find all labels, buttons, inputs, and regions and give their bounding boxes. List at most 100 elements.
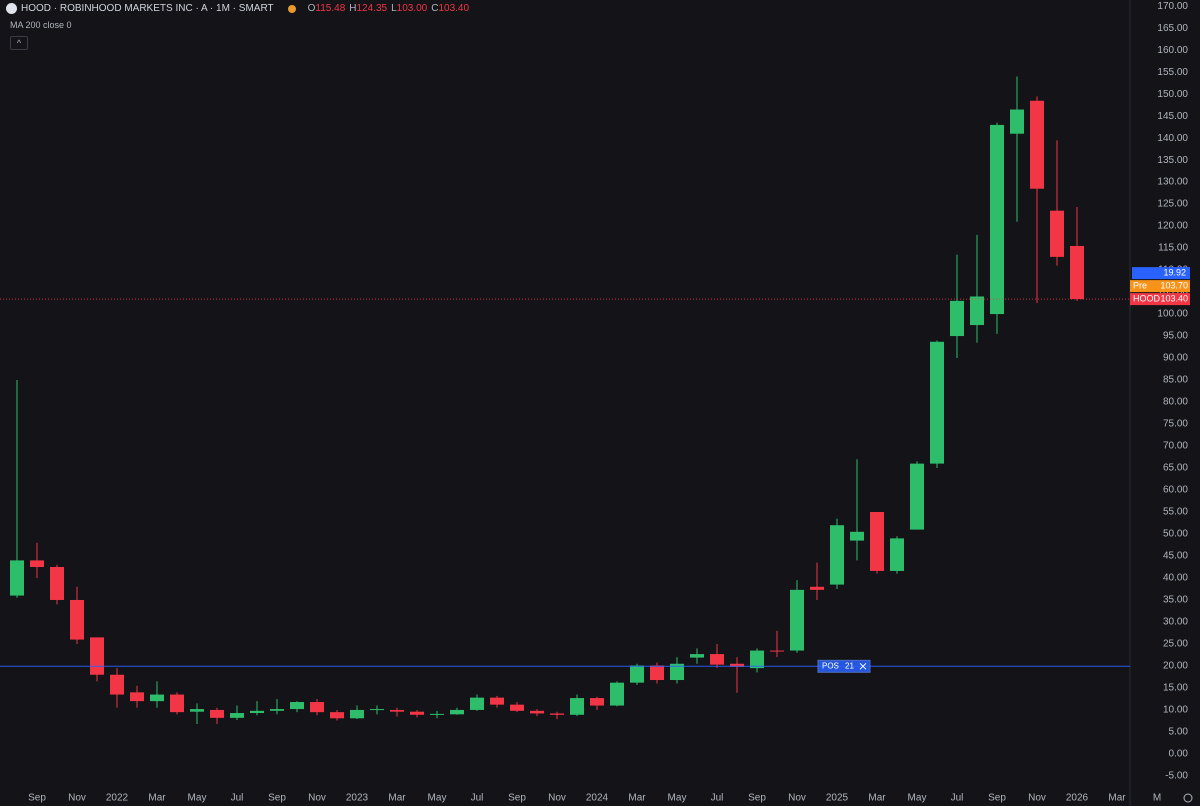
x-tick-label: Mar xyxy=(1108,793,1126,804)
candle-body xyxy=(850,531,864,541)
candle-body xyxy=(130,692,144,702)
candle-body xyxy=(530,710,544,714)
y-tick-label: 105.00 xyxy=(1157,287,1188,298)
candle-body xyxy=(910,463,924,530)
y-tick-label: 140.00 xyxy=(1157,133,1188,144)
position-name: POS xyxy=(822,661,839,670)
symbol-logo xyxy=(6,3,17,14)
candle-body xyxy=(230,713,244,718)
y-tick-label: 35.00 xyxy=(1163,595,1188,606)
position-quantity: 21 xyxy=(845,661,854,670)
candle-body xyxy=(330,712,344,719)
x-tick-label: May xyxy=(428,793,447,804)
candle-body xyxy=(930,341,944,464)
y-tick-label: 135.00 xyxy=(1157,155,1188,166)
y-tick-label: 90.00 xyxy=(1163,353,1188,364)
price-label-value: 103.70 xyxy=(1160,280,1188,290)
candle-body xyxy=(750,650,764,669)
x-tick-label: Jul xyxy=(471,793,484,804)
x-tick-label: Mar xyxy=(148,793,166,804)
y-tick-label: 5.00 xyxy=(1169,727,1189,738)
price-label-bg xyxy=(1130,280,1190,293)
x-tick-label: Sep xyxy=(28,793,46,804)
candle-body xyxy=(610,682,624,706)
y-tick-label: 125.00 xyxy=(1157,199,1188,210)
price-label-bg xyxy=(1132,267,1190,280)
y-tick-label: 65.00 xyxy=(1163,463,1188,474)
candle-body xyxy=(170,694,184,713)
candle-body xyxy=(670,663,684,681)
ohlc-key: O xyxy=(307,3,316,14)
y-tick-label: 145.00 xyxy=(1157,111,1188,122)
candle-body xyxy=(1050,210,1064,257)
settings-button[interactable] xyxy=(1183,793,1193,803)
candle-body xyxy=(70,599,84,640)
x-tick-label: Sep xyxy=(268,793,286,804)
x-tick-label: 2022 xyxy=(106,793,129,804)
candle-body xyxy=(10,560,24,596)
y-tick-label: 130.00 xyxy=(1157,177,1188,188)
study-label[interactable]: MA 200 close 0 xyxy=(10,20,72,30)
candle-body xyxy=(870,512,884,571)
x-tick-label: 2024 xyxy=(586,793,609,804)
x-tick-label: Jul xyxy=(231,793,244,804)
candle-body xyxy=(890,538,904,571)
candle-body xyxy=(470,697,484,710)
candle-body xyxy=(490,697,504,705)
candle-body xyxy=(970,296,984,326)
x-tick-label: Mar xyxy=(628,793,646,804)
candle-body xyxy=(810,586,824,590)
y-tick-label: 95.00 xyxy=(1163,331,1188,342)
candle-body xyxy=(450,709,464,715)
symbol-title: HOOD · ROBINHOOD MARKETS INC · A · 1M · … xyxy=(21,3,274,14)
y-tick-label: 70.00 xyxy=(1163,441,1188,452)
candle-body xyxy=(950,300,964,337)
candle-body xyxy=(1070,245,1084,300)
x-tick-label: Sep xyxy=(508,793,526,804)
y-tick-label: 170.00 xyxy=(1157,1,1188,12)
ohlc-value: 103.00 xyxy=(396,3,428,14)
ohlc-key: L xyxy=(391,3,397,14)
y-tick-label: 25.00 xyxy=(1163,639,1188,650)
y-tick-label: -5.00 xyxy=(1165,771,1188,782)
candle-body xyxy=(50,566,64,600)
y-tick-label: 30.00 xyxy=(1163,617,1188,628)
ohlc-value: 103.40 xyxy=(438,3,470,14)
candle-body xyxy=(30,560,44,567)
candle-body xyxy=(350,709,364,719)
candle-body xyxy=(370,709,384,711)
candle-body xyxy=(510,704,524,711)
x-tick-label: Nov xyxy=(548,793,566,804)
y-tick-label: 55.00 xyxy=(1163,507,1188,518)
candle-body xyxy=(650,665,664,681)
x-tick-label: Nov xyxy=(308,793,326,804)
y-tick-label: 40.00 xyxy=(1163,573,1188,584)
candle-body xyxy=(830,525,844,585)
legend-header: HOOD · ROBINHOOD MARKETS INC · A · 1M · … xyxy=(6,3,473,14)
position-close[interactable] xyxy=(859,662,867,670)
price-label-value: 103.40 xyxy=(1160,293,1188,303)
x-tick-label: Sep xyxy=(748,793,766,804)
candle-body xyxy=(390,709,404,712)
ohlc-key: H xyxy=(349,3,357,14)
x-tick-label: May xyxy=(188,793,207,804)
y-tick-label: 15.00 xyxy=(1163,683,1188,694)
ohlc-value: 124.35 xyxy=(356,3,388,14)
market-status-icon[interactable] xyxy=(287,4,296,13)
candle-body xyxy=(270,709,284,711)
y-tick-label: 60.00 xyxy=(1163,485,1188,496)
position-box xyxy=(817,659,871,673)
candle-body xyxy=(990,124,1004,315)
x-tick-label: 2026 xyxy=(1066,793,1089,804)
x-tick-label: May xyxy=(908,793,927,804)
candle-body xyxy=(630,665,644,683)
x-tick-label: Jul xyxy=(711,793,724,804)
plot-area xyxy=(10,76,1084,725)
y-tick-label: 85.00 xyxy=(1163,375,1188,386)
position-marker[interactable]: POS 21 xyxy=(817,659,871,673)
candle-body xyxy=(210,709,224,718)
candle-body xyxy=(590,698,604,706)
collapse-button[interactable]: ^ xyxy=(10,36,28,50)
